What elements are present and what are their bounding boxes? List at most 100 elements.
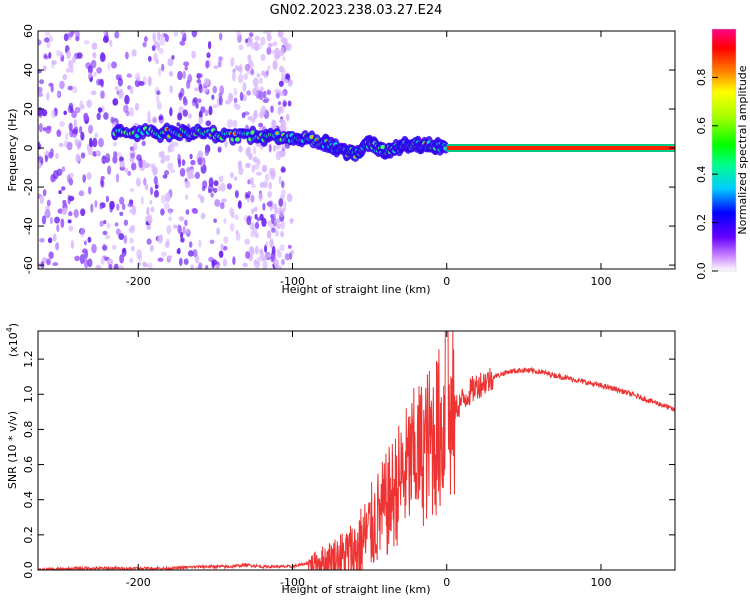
noise-blob	[129, 86, 134, 95]
noise-blob	[211, 94, 215, 100]
noise-blob	[201, 186, 206, 192]
noise-blob	[165, 154, 170, 162]
track-peak	[315, 138, 319, 141]
noise-blob	[214, 199, 221, 207]
noise-blob	[220, 202, 225, 210]
noise-blob	[248, 152, 253, 160]
noise-blob	[59, 80, 65, 90]
noise-blob	[48, 82, 54, 87]
noise-blob	[140, 196, 144, 205]
noise-blob	[144, 183, 149, 191]
noise-blob	[183, 258, 189, 266]
noise-blob	[56, 224, 60, 233]
noise-blob	[271, 227, 276, 233]
snr-x-tick-label: -100	[280, 576, 305, 589]
noise-blob	[231, 71, 236, 82]
noise-blob	[99, 205, 103, 210]
noise-blob	[155, 94, 160, 103]
noise-blob	[86, 100, 91, 108]
noise-blob	[106, 222, 111, 229]
track-peak	[167, 135, 171, 138]
noise-blob	[167, 208, 173, 216]
spectrogram-x-tick-label: -200	[126, 275, 151, 288]
noise-blob	[92, 52, 97, 59]
spectrogram-y-ticks: 60 40 20 0 -20 -40 -60	[22, 24, 675, 274]
noise-blob	[210, 192, 214, 198]
noise-blob	[283, 100, 287, 107]
noise-blob	[83, 240, 87, 246]
noise-blob	[226, 119, 233, 128]
colorbar-gradient	[711, 28, 737, 272]
noise-blob	[247, 179, 251, 185]
noise-blob	[39, 79, 45, 85]
snr-y-tick-label: 0.2	[22, 526, 35, 544]
noise-blob	[166, 238, 170, 248]
noise-blob	[61, 166, 66, 172]
noise-blob	[153, 52, 158, 62]
noise-blob	[274, 88, 280, 94]
noise-blob	[230, 57, 235, 67]
noise-blob	[152, 32, 156, 43]
noise-blob	[261, 164, 268, 173]
track-peak	[275, 131, 279, 135]
noise-blob	[72, 85, 78, 94]
noise-blob	[136, 76, 141, 82]
noise-blob	[144, 162, 151, 169]
noise-blob	[262, 181, 268, 189]
noise-blob	[74, 138, 79, 146]
noise-blob	[66, 141, 73, 151]
noise-blob	[46, 92, 50, 101]
noise-blob	[277, 251, 282, 258]
snr-y-ticks: 0.0 0.2 0.4 0.6 0.8 1.0 1.2	[22, 350, 675, 579]
noise-blob	[166, 224, 172, 235]
noise-blob	[264, 173, 270, 182]
noise-blob	[280, 68, 287, 78]
noise-blob	[146, 224, 152, 230]
noise-blob	[263, 256, 267, 261]
noise-blob	[101, 155, 107, 164]
noise-blob	[208, 105, 213, 116]
noise-blob	[125, 51, 129, 60]
noise-blob	[267, 42, 273, 48]
noise-blob	[123, 235, 128, 244]
noise-blob	[88, 150, 94, 156]
colorbar-tick-label: 0.8	[695, 69, 708, 87]
noise-blob	[281, 180, 285, 189]
noise-blob	[112, 155, 118, 164]
noise-blob	[46, 199, 51, 207]
noise-blob	[267, 65, 271, 71]
noise-blob	[70, 240, 75, 250]
spectrogram-x-tick-label: 100	[590, 275, 611, 288]
noise-blob	[211, 260, 215, 269]
noise-blob	[124, 168, 129, 173]
noise-blob	[283, 126, 287, 132]
noise-blob	[272, 41, 278, 47]
noise-blob	[162, 174, 168, 179]
noise-blob	[105, 195, 109, 203]
noise-blob	[47, 237, 53, 244]
snr-scale-close: )	[7, 323, 20, 327]
noise-blob	[184, 219, 188, 226]
noise-blob	[232, 119, 238, 129]
noise-blob	[170, 169, 176, 173]
noise-blob	[238, 44, 244, 51]
noise-blob	[249, 32, 254, 38]
noise-blob	[252, 77, 259, 87]
noise-blob	[271, 49, 277, 55]
noise-blob	[217, 60, 222, 68]
noise-blob	[265, 240, 269, 248]
noise-blob	[280, 166, 286, 173]
noise-blob	[285, 79, 289, 84]
noise-blob	[197, 193, 202, 199]
noise-blob	[115, 173, 120, 183]
noise-blob	[68, 225, 74, 232]
noise-blob	[158, 115, 163, 121]
noise-blob	[123, 104, 129, 113]
noise-blob	[80, 208, 86, 217]
noise-blob	[130, 153, 136, 159]
noise-blob	[67, 219, 72, 224]
noise-blob	[58, 190, 62, 195]
noise-blob	[212, 85, 218, 94]
noise-blob	[252, 156, 258, 162]
noise-blob	[212, 104, 218, 109]
